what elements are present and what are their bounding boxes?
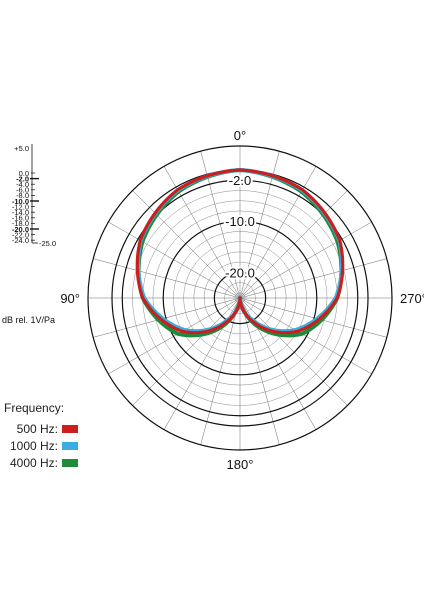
ring-label: -10.0 — [225, 214, 255, 229]
ring-label: -20.0 — [225, 265, 255, 280]
scale-tick-label: -14.0 — [12, 208, 29, 217]
spoke-line — [93, 297, 241, 338]
scale-tick-label: -25.0 — [39, 239, 56, 248]
grid-ring — [183, 241, 297, 355]
scale-tick-label: -16.0 — [12, 214, 29, 223]
grid-ring — [193, 251, 287, 345]
legend-swatch — [62, 441, 78, 450]
grid-ring — [224, 282, 256, 314]
spoke-line — [239, 297, 280, 445]
scale-tick-label: +5.0 — [14, 144, 29, 153]
scale-tick-label: -22.0 — [12, 230, 29, 239]
ring-labels: -2.0 -10.0 -20.0 — [223, 171, 257, 282]
grid-ring — [173, 231, 307, 365]
legend-label: 1000 Hz: — [9, 438, 58, 453]
legend-label: 4000 Hz: — [9, 455, 58, 470]
scale-title: dB rel. 1V/Pa — [2, 315, 55, 325]
series-line — [135, 168, 345, 335]
scale-tick-label: -24.0 — [12, 236, 29, 245]
legend-item-500hz: 500 Hz: — [4, 420, 78, 437]
angle-label: 0° — [234, 128, 246, 143]
spoke-line — [200, 297, 241, 445]
polar-series — [135, 168, 345, 338]
polar-grid — [87, 145, 393, 451]
scale-tick-label: -10.0 — [12, 197, 29, 206]
legend-label: 500 Hz: — [16, 421, 58, 436]
angle-label: 180° — [227, 457, 254, 472]
spoke-line — [239, 258, 387, 299]
outer-ring — [87, 145, 393, 451]
scale-tick-label: -6.0 — [16, 186, 29, 195]
angle-labels: 0° 90° 180° 270° — [60, 128, 424, 472]
scale-tick-label: -8.0 — [16, 191, 29, 200]
scale-tick-label: -20.0 — [12, 225, 29, 234]
angle-label: 270° — [400, 291, 424, 306]
spoke-line — [93, 258, 241, 299]
grid-ring — [152, 210, 328, 386]
grid-ring — [162, 220, 318, 376]
scale-tick-label: -4.0 — [16, 180, 29, 189]
db-scale: +5.00.0-2.0-4.0-6.0-8.0-10.0-12.0-14.0-1… — [2, 144, 56, 325]
legend-swatch — [62, 424, 78, 433]
legend-item-4000hz: 4000 Hz: — [4, 454, 78, 471]
legend-title: Frequency: — [4, 401, 65, 415]
ring-label: -2.0 — [229, 173, 251, 188]
legend-swatch — [62, 458, 78, 467]
grid-ring — [213, 271, 267, 325]
spoke-line — [239, 297, 387, 338]
legend: Frequency: 500 Hz: 1000 Hz: 4000 Hz: — [4, 402, 78, 471]
scale-tick-label: 0.0 — [19, 169, 29, 178]
scale-tick-label: -18.0 — [12, 219, 29, 228]
grid-ring — [132, 190, 348, 406]
grid-ring — [203, 261, 277, 335]
scale-tick-label: -12.0 — [12, 202, 29, 211]
angle-label: 90° — [60, 291, 80, 306]
grid-ring — [121, 179, 359, 417]
legend-item-1000hz: 1000 Hz: — [4, 437, 78, 454]
scale-tick-label: -2.0 — [16, 174, 29, 183]
